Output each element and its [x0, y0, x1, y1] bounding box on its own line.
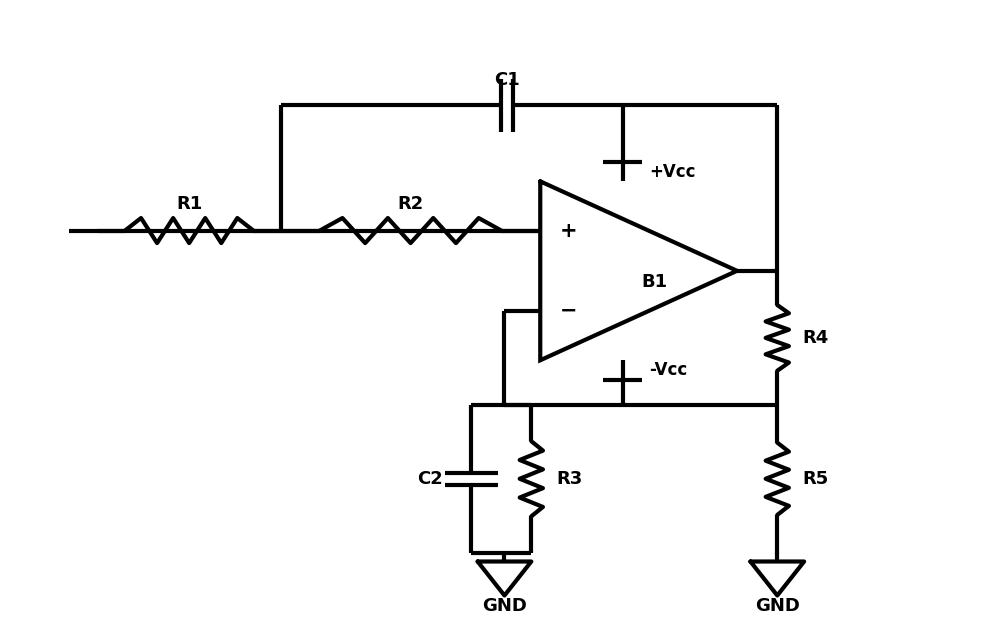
Text: R2: R2	[397, 195, 424, 212]
Text: R1: R1	[176, 195, 202, 212]
Text: C2: C2	[417, 470, 443, 488]
Text: -Vcc: -Vcc	[649, 361, 688, 379]
Text: R3: R3	[556, 470, 583, 488]
Text: GND: GND	[755, 597, 800, 615]
Text: +: +	[560, 221, 578, 241]
Text: GND: GND	[482, 597, 527, 615]
Text: C1: C1	[494, 71, 520, 90]
Text: B1: B1	[642, 273, 668, 291]
Text: +Vcc: +Vcc	[649, 163, 696, 180]
Text: −: −	[560, 301, 578, 321]
Text: R4: R4	[802, 329, 829, 347]
Text: R5: R5	[802, 470, 829, 488]
